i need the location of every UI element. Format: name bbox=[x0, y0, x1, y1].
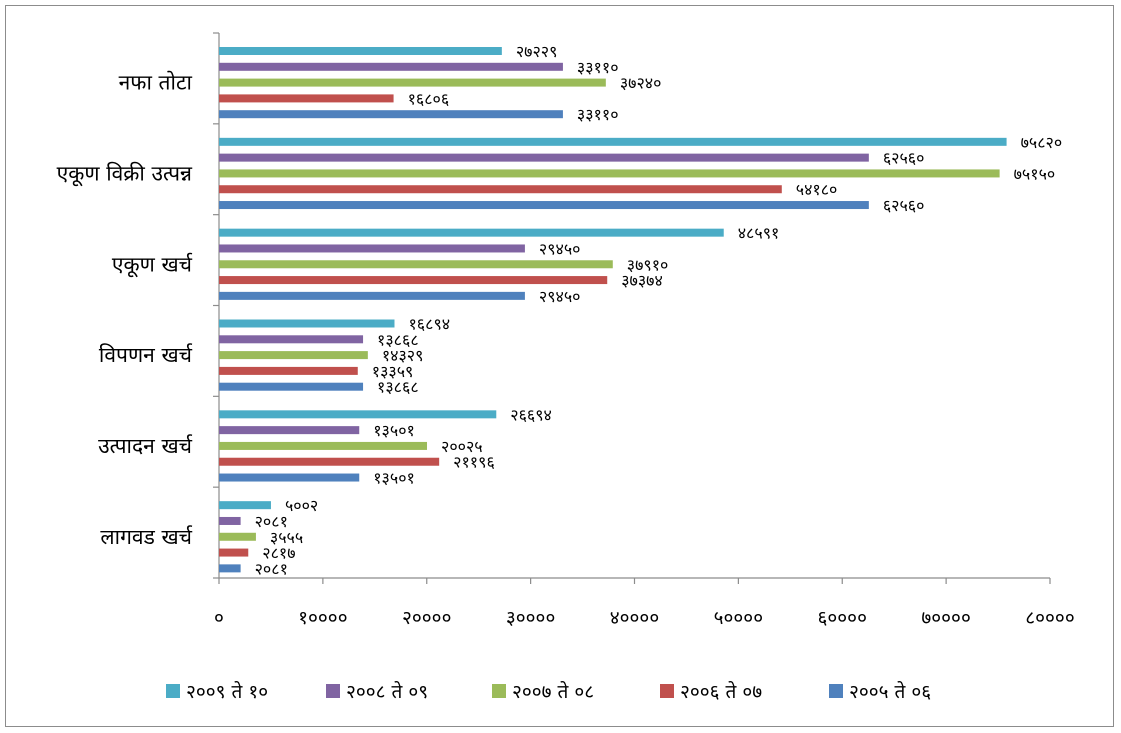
data-label: २००२५ bbox=[441, 437, 483, 456]
data-label: ७५१५० bbox=[1014, 164, 1056, 183]
category-label: विपणन खर्च bbox=[99, 343, 193, 367]
legend-label: २००६ ते ०७ bbox=[680, 680, 762, 703]
data-label: २०८१ bbox=[255, 559, 288, 578]
legend-label: २००७ ते ०८ bbox=[512, 680, 594, 703]
bar bbox=[219, 473, 360, 482]
bar bbox=[219, 244, 525, 253]
x-tick-label: ५०००० bbox=[714, 607, 763, 629]
x-tick-label: ४०००० bbox=[610, 607, 659, 629]
data-label: १३८६८ bbox=[377, 378, 419, 397]
bar bbox=[219, 457, 440, 466]
data-label: ३७९१० bbox=[627, 255, 669, 274]
legend-swatch bbox=[166, 684, 180, 698]
data-label: २०८१ bbox=[255, 512, 288, 531]
data-label: ३५५५ bbox=[270, 528, 303, 547]
bar bbox=[219, 62, 563, 71]
data-label: २९४५० bbox=[539, 239, 581, 258]
bar bbox=[219, 532, 256, 541]
data-label: २११९६ bbox=[453, 453, 495, 472]
bar bbox=[219, 185, 782, 194]
category-label: लागवड खर्च bbox=[100, 525, 193, 549]
x-tick-label: ० bbox=[214, 607, 224, 629]
bar bbox=[219, 319, 395, 328]
bar bbox=[219, 78, 606, 87]
data-label: २८१७ bbox=[262, 544, 295, 563]
bar bbox=[219, 291, 525, 300]
category-label: उत्पादन खर्च bbox=[98, 434, 193, 458]
bar bbox=[219, 110, 563, 119]
data-label: ४८५९१ bbox=[738, 224, 780, 243]
bar bbox=[219, 426, 360, 435]
data-label: ६२५६० bbox=[883, 196, 925, 215]
bar bbox=[219, 94, 394, 103]
data-label: १४३२९ bbox=[382, 346, 424, 365]
bar bbox=[219, 137, 1007, 146]
bar bbox=[219, 201, 869, 210]
bar bbox=[219, 260, 613, 269]
data-label: १३५०१ bbox=[373, 421, 415, 440]
data-label: १६८०६ bbox=[408, 89, 450, 108]
bar bbox=[219, 564, 241, 573]
data-label: १३५०१ bbox=[373, 469, 415, 488]
data-label: १३३५९ bbox=[372, 362, 414, 381]
legend-label: २००५ ते ०६ bbox=[849, 680, 931, 703]
data-label: २७२२९ bbox=[516, 42, 558, 61]
data-label: ३३११० bbox=[577, 105, 619, 124]
x-tick-label: ६०००० bbox=[818, 607, 867, 629]
bar bbox=[219, 548, 249, 557]
bar bbox=[219, 276, 608, 285]
legend-swatch bbox=[326, 684, 340, 698]
bar bbox=[219, 153, 869, 162]
x-tick-label: ३०००० bbox=[506, 607, 555, 629]
x-tick-label: ७०००० bbox=[921, 607, 970, 629]
category-label: नफा तोटा bbox=[119, 71, 193, 95]
x-tick-label: २०००० bbox=[402, 607, 451, 629]
legend-swatch bbox=[660, 684, 674, 698]
bar bbox=[219, 366, 358, 375]
bar bbox=[219, 335, 364, 344]
legend-swatch bbox=[829, 684, 843, 698]
data-label: २६६९४ bbox=[510, 405, 552, 424]
bar bbox=[219, 441, 428, 450]
data-label: ५००२ bbox=[285, 496, 318, 515]
x-tick-label: ८०००० bbox=[1025, 607, 1074, 629]
bar bbox=[219, 351, 368, 360]
legend-swatch bbox=[492, 684, 506, 698]
legend-label: २००८ ते ०९ bbox=[346, 680, 428, 703]
legend-label: २००९ ते १० bbox=[186, 680, 268, 703]
data-label: ६२५६० bbox=[883, 149, 925, 168]
category-label: एकूण खर्च bbox=[112, 252, 193, 277]
category-label: एकूण विक्री उत्पन्न bbox=[57, 161, 193, 186]
data-label: ३७२४० bbox=[620, 74, 662, 93]
data-label: १६८९४ bbox=[408, 315, 450, 334]
bar bbox=[219, 501, 271, 510]
data-label: ३७३७४ bbox=[621, 271, 663, 290]
bar bbox=[219, 410, 497, 419]
data-label: ५४१८० bbox=[796, 180, 838, 199]
x-tick-label: १०००० bbox=[298, 607, 347, 629]
data-label: ७५८२० bbox=[1021, 133, 1063, 152]
bar bbox=[219, 516, 241, 525]
data-label: १३८६८ bbox=[377, 330, 419, 349]
chart-frame bbox=[5, 5, 1114, 727]
bar bbox=[219, 169, 1000, 178]
bar bbox=[219, 382, 364, 391]
data-label: ३३११० bbox=[577, 58, 619, 77]
bar bbox=[219, 47, 502, 55]
bar bbox=[219, 228, 724, 237]
data-label: २९४५० bbox=[539, 287, 581, 306]
